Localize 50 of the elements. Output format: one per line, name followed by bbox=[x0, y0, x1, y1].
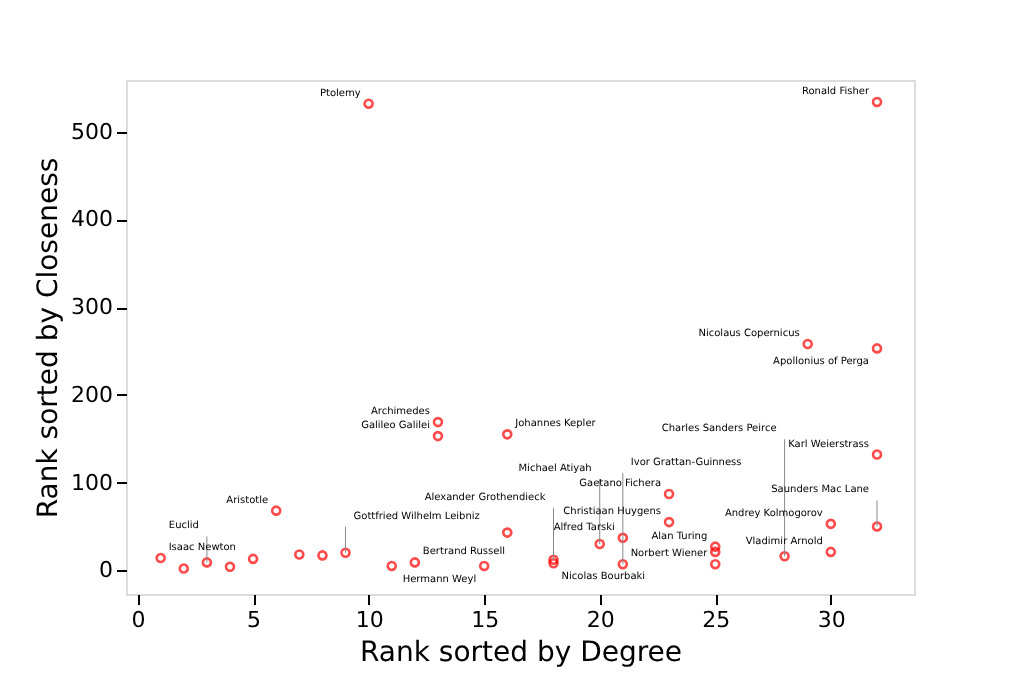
point bbox=[617, 532, 629, 544]
point bbox=[871, 449, 883, 460]
point bbox=[501, 527, 513, 538]
y-tick-label: 400 bbox=[71, 206, 113, 233]
point bbox=[825, 546, 837, 558]
point bbox=[294, 549, 305, 560]
x-tick-label: 0 bbox=[131, 607, 146, 633]
point bbox=[409, 557, 421, 568]
point bbox=[871, 521, 883, 532]
x-tick-label: 5 bbox=[247, 607, 262, 633]
y-tick-label: 100 bbox=[71, 469, 113, 496]
point bbox=[709, 541, 721, 552]
point bbox=[178, 563, 190, 574]
point bbox=[709, 558, 721, 570]
point bbox=[548, 558, 559, 569]
point bbox=[594, 538, 606, 550]
point bbox=[663, 516, 675, 528]
y-tick-label: 500 bbox=[71, 118, 113, 145]
point bbox=[871, 96, 883, 108]
point bbox=[201, 557, 213, 568]
point bbox=[548, 554, 559, 566]
y-tick-label: 200 bbox=[71, 381, 113, 408]
point bbox=[871, 343, 883, 354]
point bbox=[802, 338, 813, 350]
point bbox=[340, 547, 351, 559]
x-tick-label: 10 bbox=[355, 607, 384, 633]
point bbox=[386, 560, 398, 572]
x-tick-label: 15 bbox=[471, 607, 500, 633]
point bbox=[825, 518, 837, 530]
x-tick-label: 20 bbox=[586, 607, 615, 633]
point bbox=[663, 488, 675, 500]
point bbox=[317, 550, 328, 561]
point bbox=[617, 558, 629, 570]
point bbox=[779, 550, 790, 562]
point bbox=[224, 561, 236, 573]
point bbox=[432, 416, 444, 428]
y-tick-label: 300 bbox=[71, 294, 113, 321]
point bbox=[709, 546, 721, 558]
point bbox=[270, 505, 282, 516]
x-tick-label: 25 bbox=[702, 607, 731, 633]
y-tick-label: 0 bbox=[99, 557, 113, 584]
point bbox=[247, 553, 259, 565]
point bbox=[363, 98, 374, 109]
point bbox=[155, 552, 166, 564]
x-axis-title: Rank sorted by Degree bbox=[359, 637, 683, 669]
point bbox=[501, 429, 513, 440]
x-tick-label: 30 bbox=[817, 607, 846, 633]
point bbox=[432, 430, 444, 442]
y-axis-title: Rank sorted by Closeness bbox=[33, 157, 66, 519]
point bbox=[478, 560, 490, 572]
